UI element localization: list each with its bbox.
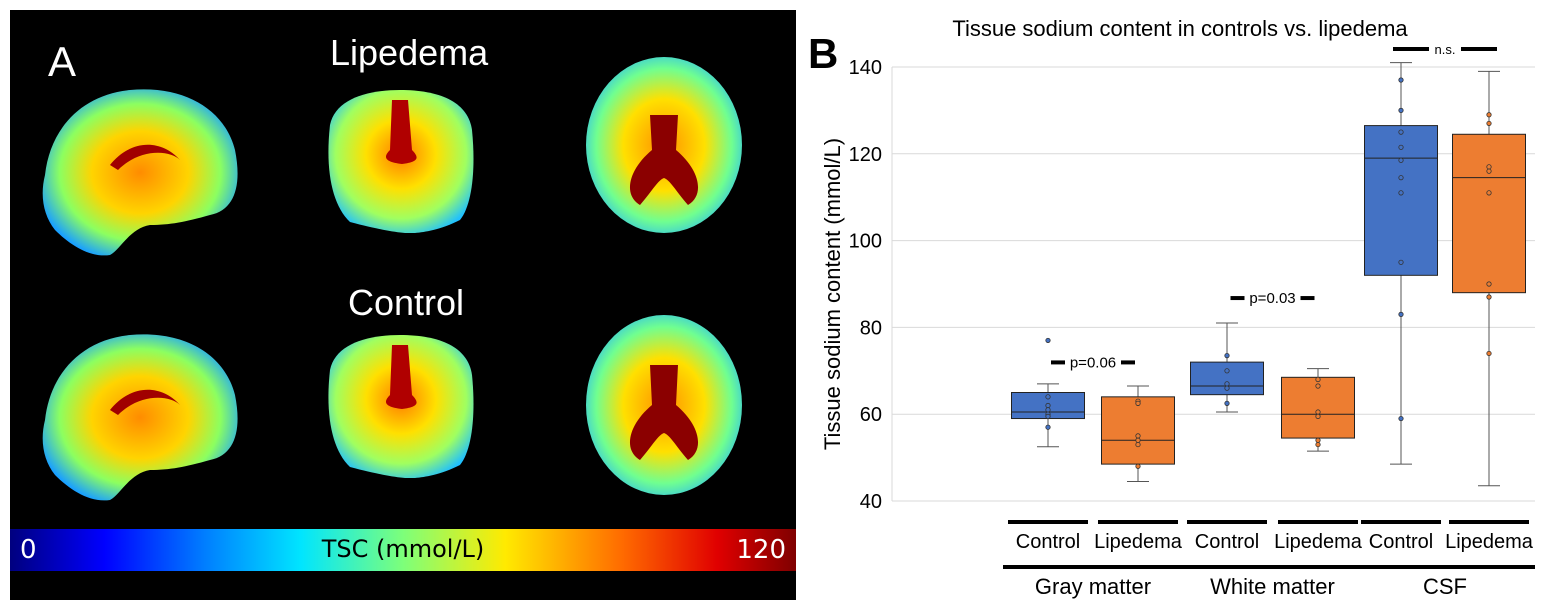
group-label: CSF [1423,574,1467,599]
tsc-colorbar: 0 TSC (mmol/L) 120 [10,529,796,571]
data-point [1486,164,1492,170]
significance-label: n.s. [1435,42,1456,57]
lipedema-sagittal-slice [42,89,238,256]
data-point [1135,400,1141,406]
data-point [1398,129,1404,135]
lipedema-coronal-slice [328,90,474,233]
y-tick-label: 140 [849,57,882,79]
data-point [1135,463,1141,469]
group-label: White matter [1210,574,1335,599]
data-point [1398,259,1404,265]
data-point [1315,409,1321,415]
data-point [1486,112,1492,118]
data-point [1398,190,1404,196]
lipedema-axial-slice [586,57,742,233]
panel-a-letter: A [48,38,77,85]
data-point [1224,368,1230,374]
data-point [1398,175,1404,181]
data-point [1315,441,1321,448]
box-control [1364,125,1438,276]
control-sagittal-slice [42,334,238,501]
y-tick-label: 120 [849,144,882,166]
panel-a-brain-images: A Lipedema Control 0 TSC (mmol/L) 120 [10,10,796,600]
data-point [1045,402,1051,409]
data-point [1486,120,1492,127]
data-point [1315,413,1321,419]
data-point [1398,107,1404,114]
data-point [1398,144,1404,150]
data-point [1398,77,1404,83]
colorbar-min-label: 0 [20,535,37,565]
box-lipedema [1452,133,1526,294]
data-point [1135,437,1141,443]
data-point [1224,400,1230,406]
y-tick-label: 80 [860,317,882,339]
category-label: Control [1195,531,1259,553]
y-tick-label: 40 [860,491,882,513]
data-point [1045,413,1051,419]
data-point [1224,385,1230,391]
category-label: Control [1016,531,1080,553]
colorbar-max-label: 120 [736,535,786,565]
category-label: Lipedema [1445,531,1534,553]
data-point [1045,407,1051,413]
data-point [1224,381,1230,387]
data-point [1315,376,1321,383]
significance-label: p=0.03 [1249,290,1295,307]
data-point [1135,441,1141,448]
control-row-label: Control [348,282,465,323]
panel-b-letter: B [808,30,839,77]
panel-b-boxplot: Tissue sodium content in controls vs. li… [820,16,1535,599]
data-point [1486,281,1492,287]
lipedema-row-label: Lipedema [330,32,489,73]
data-point [1315,437,1321,443]
box-lipedema [1101,396,1175,465]
data-point [1486,168,1492,174]
data-point [1045,424,1051,430]
data-point [1224,353,1230,359]
data-point [1486,350,1492,357]
data-point [1486,190,1492,196]
y-tick-label: 60 [860,404,882,426]
data-point [1486,294,1492,300]
chart-title: Tissue sodium content in controls vs. li… [952,16,1408,41]
data-point [1398,311,1404,317]
group-label: Gray matter [1035,574,1151,599]
colorbar-title: TSC (mmol/L) [321,535,485,563]
control-coronal-slice [328,335,474,478]
significance-label: p=0.06 [1070,354,1116,371]
data-point [1135,433,1141,439]
brain-tsc-maps [42,57,742,501]
data-point [1045,337,1051,344]
y-axis-label: Tissue sodium content (mmol/L) [820,138,845,450]
control-axial-slice [586,315,742,495]
data-point [1315,383,1321,389]
y-tick-label: 100 [849,231,882,253]
category-label: Lipedema [1274,531,1363,553]
data-point [1398,415,1404,422]
category-label: Lipedema [1094,531,1183,553]
category-label: Control [1369,531,1433,553]
data-point [1398,157,1404,163]
data-point [1045,394,1051,400]
